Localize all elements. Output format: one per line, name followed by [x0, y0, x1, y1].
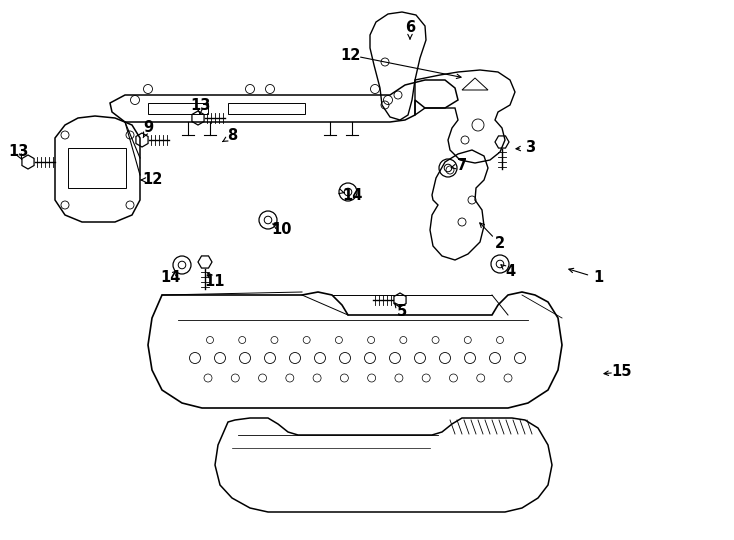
Text: 7: 7 — [457, 158, 467, 172]
Text: 1: 1 — [593, 271, 603, 286]
Text: 3: 3 — [525, 140, 535, 156]
Text: 14: 14 — [342, 187, 362, 202]
Text: 13: 13 — [190, 98, 210, 112]
Text: 10: 10 — [272, 222, 292, 238]
Text: 4: 4 — [505, 265, 515, 280]
Text: 12: 12 — [142, 172, 162, 187]
Text: 13: 13 — [8, 145, 28, 159]
Text: 14: 14 — [160, 271, 180, 286]
Text: 2: 2 — [495, 237, 505, 252]
Text: 12: 12 — [340, 48, 360, 63]
Text: 9: 9 — [143, 120, 153, 136]
Text: 6: 6 — [405, 21, 415, 36]
Text: 11: 11 — [205, 274, 225, 289]
Text: 5: 5 — [397, 305, 407, 320]
Text: 15: 15 — [611, 364, 632, 380]
Text: 8: 8 — [227, 129, 237, 144]
